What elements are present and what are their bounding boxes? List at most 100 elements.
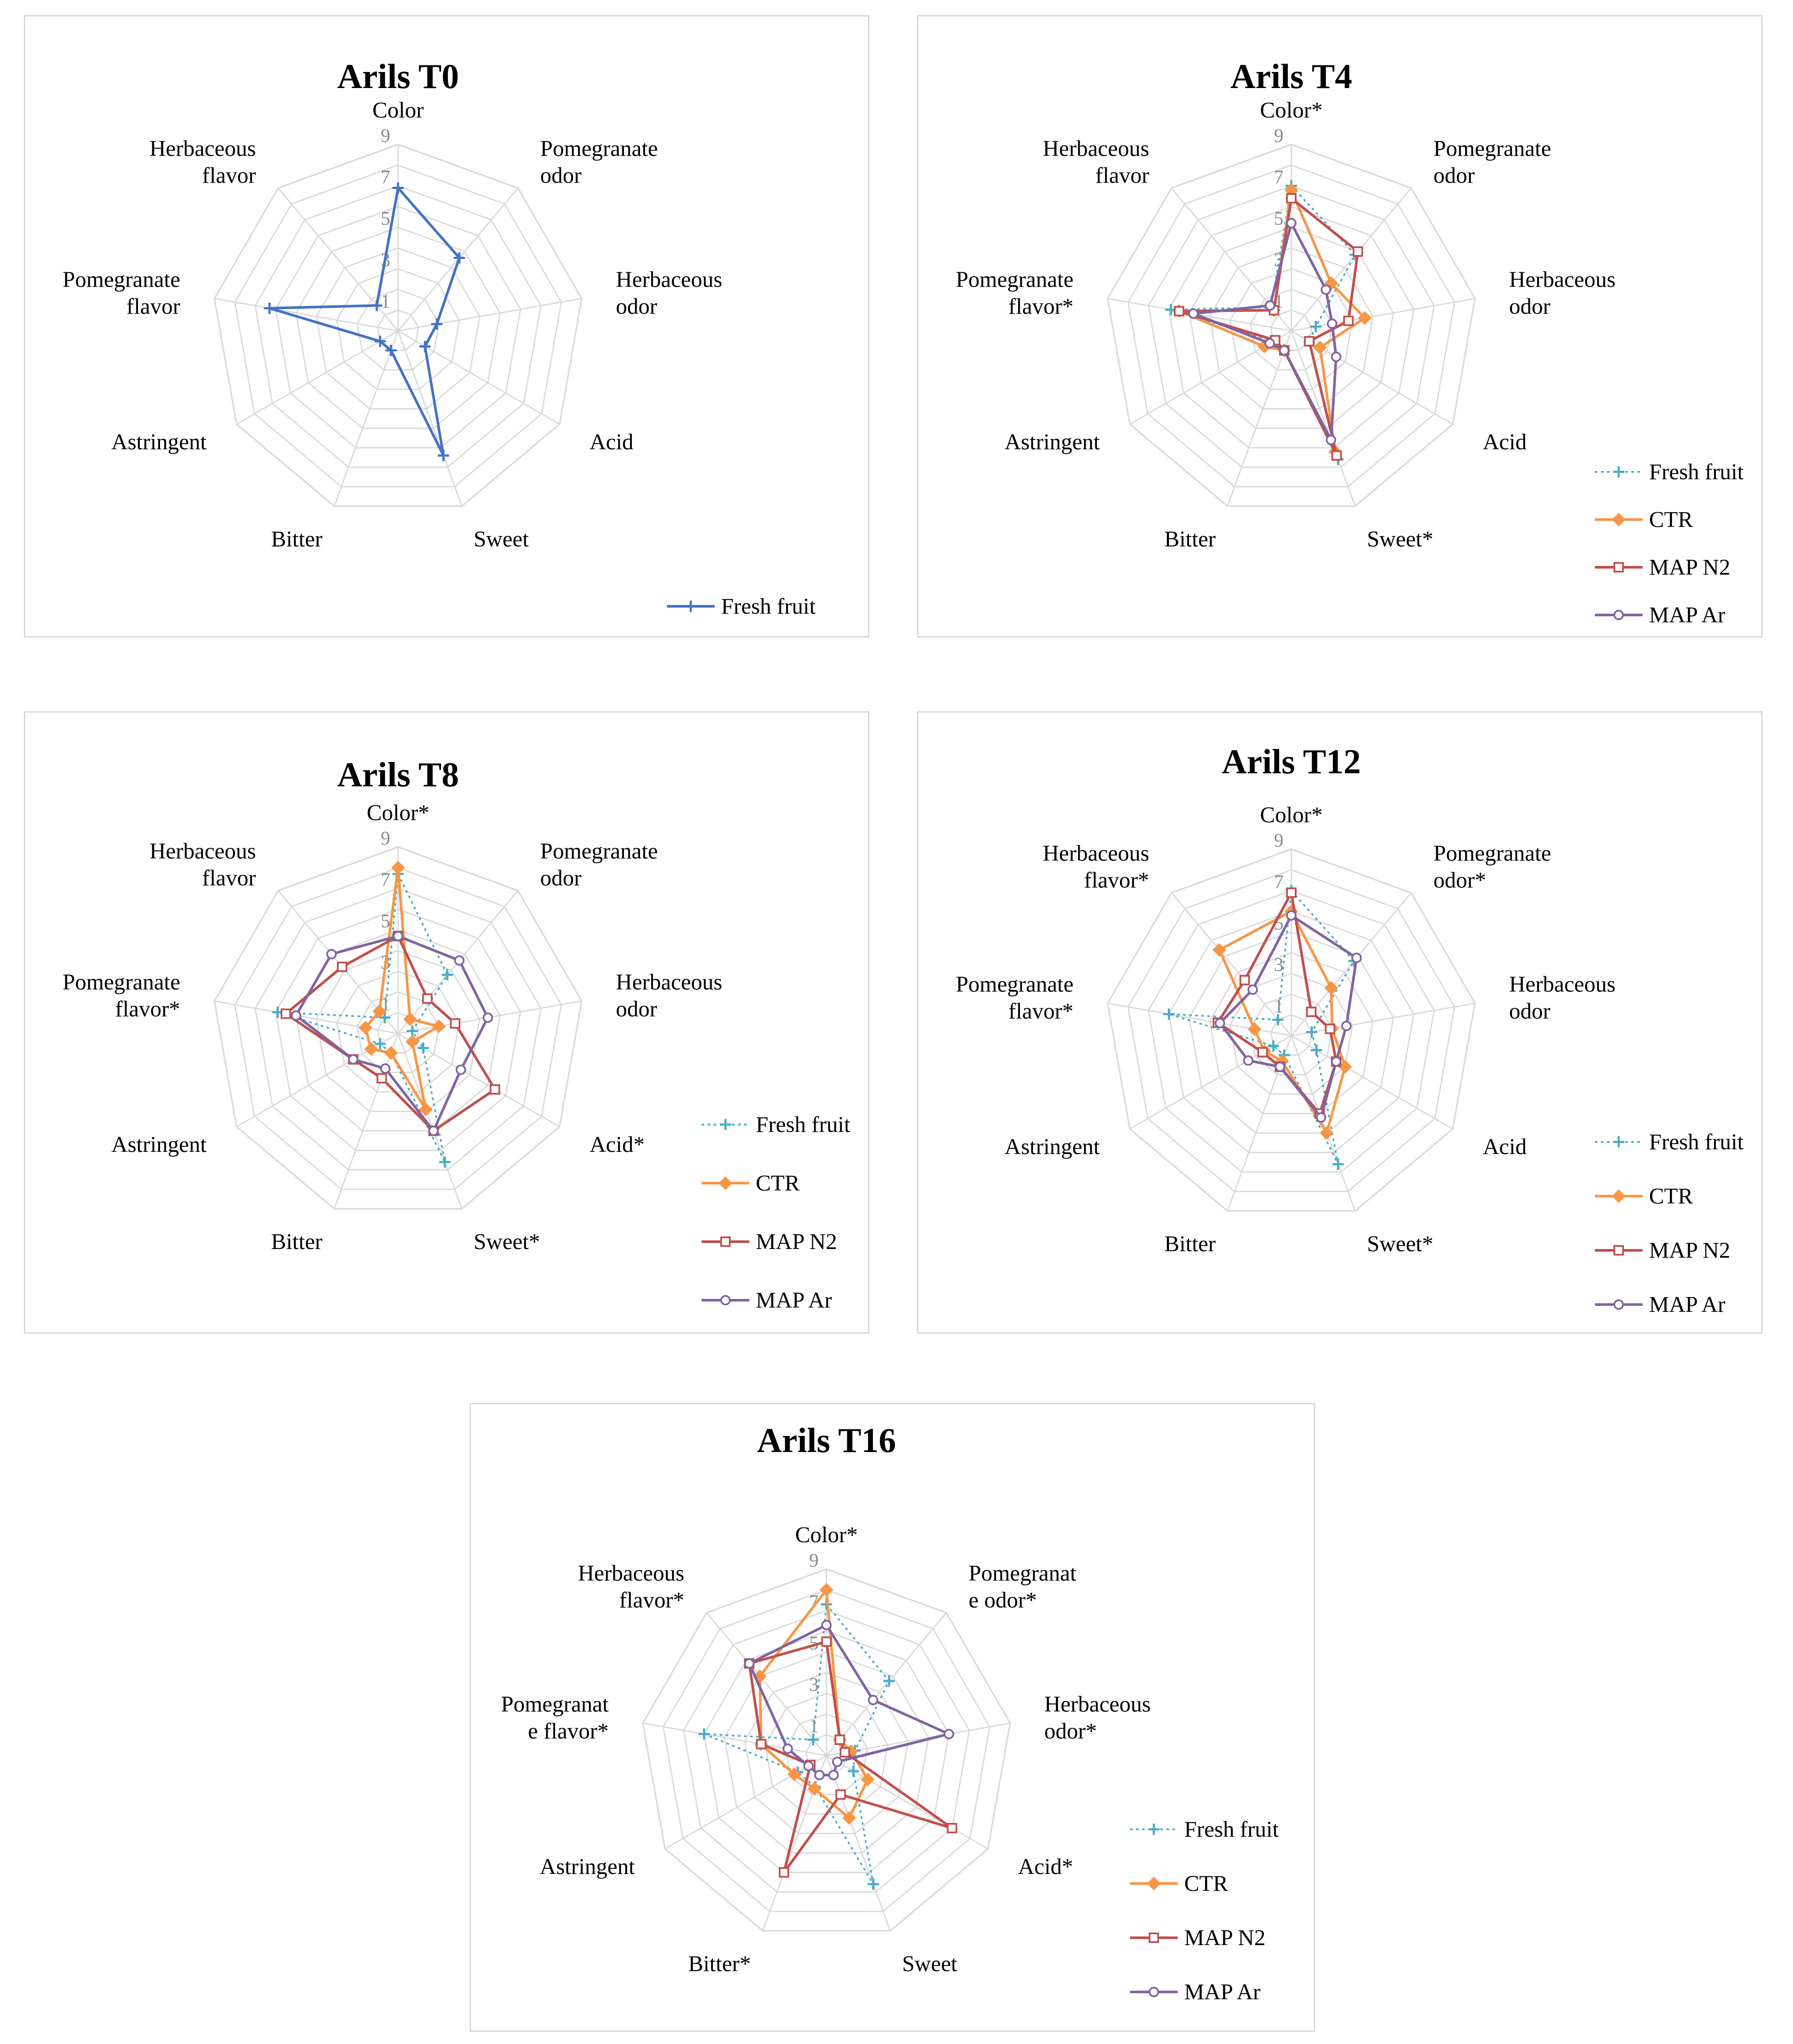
data-point bbox=[403, 1012, 417, 1026]
chart-title: Arils T16 bbox=[757, 1422, 896, 1460]
legend-marker bbox=[720, 1295, 731, 1305]
legend-entry: MAP Ar bbox=[1130, 1980, 1261, 2005]
data-point bbox=[821, 1636, 832, 1647]
data-point bbox=[393, 931, 403, 942]
chart-title: Arils T12 bbox=[1222, 743, 1361, 781]
tick-label: 9 bbox=[381, 827, 390, 849]
tick-label: 9 bbox=[381, 125, 390, 146]
data-point bbox=[1174, 306, 1185, 317]
legend-marker bbox=[1147, 1877, 1161, 1890]
legend-entry: CTR bbox=[702, 1171, 800, 1196]
legend-label: MAP Ar bbox=[1649, 1292, 1725, 1317]
data-point bbox=[376, 1073, 387, 1084]
data-point bbox=[1327, 318, 1338, 329]
axis-label: Pomegranate odor bbox=[540, 136, 658, 188]
data-point bbox=[1310, 1044, 1322, 1056]
series-line bbox=[294, 935, 489, 1132]
data-point bbox=[1274, 1061, 1285, 1072]
legend-marker bbox=[1613, 466, 1624, 477]
series-fresh-fruit bbox=[264, 182, 465, 461]
series-ctr bbox=[358, 860, 446, 1116]
data-point bbox=[374, 1038, 386, 1050]
axis-label: Bitter bbox=[271, 527, 322, 552]
data-point bbox=[1332, 1158, 1344, 1170]
series-line bbox=[758, 1588, 869, 1819]
data-point bbox=[1358, 311, 1372, 325]
grid-ring bbox=[785, 1713, 868, 1795]
data-point bbox=[431, 318, 443, 330]
grid-spoke bbox=[278, 187, 399, 331]
axis-label: Acid bbox=[1483, 430, 1527, 455]
data-point bbox=[1264, 300, 1275, 311]
legend-label: CTR bbox=[1184, 1871, 1228, 1896]
grid-spoke bbox=[397, 1033, 463, 1209]
data-point bbox=[417, 1042, 429, 1054]
grid-spoke bbox=[706, 1612, 827, 1756]
axis-label: Acid bbox=[590, 430, 634, 455]
data-point bbox=[264, 302, 275, 314]
tick-label: 5 bbox=[381, 910, 390, 932]
axis-label: Herbaceous flavor bbox=[150, 839, 256, 890]
data-point bbox=[439, 1156, 451, 1168]
legend-label: Fresh fruit bbox=[721, 594, 816, 619]
grid-spoke bbox=[333, 330, 399, 507]
data-point bbox=[1306, 1007, 1317, 1017]
data-point bbox=[821, 1620, 832, 1630]
data-point bbox=[842, 1811, 856, 1825]
legend-marker bbox=[1613, 1299, 1624, 1310]
data-point bbox=[1279, 345, 1290, 356]
series-line bbox=[748, 1640, 954, 1874]
legend-entry: Fresh fruit bbox=[1130, 1817, 1279, 1842]
radar-chart-svg: Arils T16 1 3 5 7 9 Color* Pomegranat e odor* Her… bbox=[501, 1422, 1279, 2005]
data-point bbox=[1306, 1026, 1318, 1038]
axis-label: Sweet* bbox=[474, 1230, 540, 1254]
legend-entry: CTR bbox=[1595, 1184, 1693, 1209]
axis-label: Color* bbox=[1260, 803, 1323, 827]
grid-ring bbox=[356, 288, 440, 371]
grid-ring bbox=[1270, 1014, 1313, 1056]
data-point bbox=[1215, 1017, 1225, 1028]
grid-spoke bbox=[1290, 1035, 1356, 1211]
grid-ring bbox=[234, 867, 562, 1190]
grid-ring bbox=[703, 1630, 950, 1873]
data-point bbox=[1310, 321, 1322, 333]
axis-label: Astringent bbox=[540, 1854, 635, 1879]
data-point bbox=[861, 1773, 875, 1786]
grid-spoke bbox=[1227, 330, 1292, 507]
axis-label: Acid* bbox=[590, 1132, 645, 1157]
grid-ring bbox=[1209, 247, 1374, 410]
series-map-ar bbox=[1188, 218, 1342, 445]
series-line bbox=[748, 1624, 950, 1776]
series-line bbox=[284, 935, 496, 1132]
data-point bbox=[337, 961, 348, 972]
legend-marker bbox=[720, 1119, 731, 1130]
grid-spoke bbox=[1290, 330, 1356, 507]
grid-ring bbox=[1148, 185, 1435, 468]
data-point bbox=[1325, 1024, 1336, 1034]
axis-label: Astringent bbox=[1005, 430, 1100, 455]
data-point bbox=[778, 1867, 789, 1878]
axis-label: Herbaceous odor bbox=[1509, 972, 1615, 1024]
tick-label: 3 bbox=[809, 1674, 819, 1695]
legend-label: Fresh fruit bbox=[1184, 1817, 1279, 1842]
grid-ring bbox=[1229, 268, 1353, 390]
data-point bbox=[756, 1739, 767, 1750]
data-point bbox=[364, 1042, 378, 1056]
axis-label: Acid bbox=[1483, 1135, 1527, 1159]
data-point bbox=[358, 1020, 372, 1035]
data-point bbox=[834, 1734, 845, 1745]
legend-marker bbox=[1149, 1933, 1159, 1943]
data-point bbox=[839, 1747, 850, 1758]
data-point bbox=[782, 1743, 793, 1754]
axis-label: Herbaceous flavor bbox=[150, 136, 256, 188]
data-point bbox=[371, 300, 382, 311]
data-point bbox=[428, 1125, 439, 1136]
radar-panel-t16: Arils T16 1 3 5 7 9 Color* Pomegranat e odor* Her… bbox=[470, 1403, 1315, 2032]
data-point bbox=[372, 1004, 386, 1018]
data-point bbox=[374, 335, 386, 347]
legend-entry: Fresh fruit bbox=[1595, 460, 1744, 484]
legend-label: CTR bbox=[1649, 507, 1693, 532]
